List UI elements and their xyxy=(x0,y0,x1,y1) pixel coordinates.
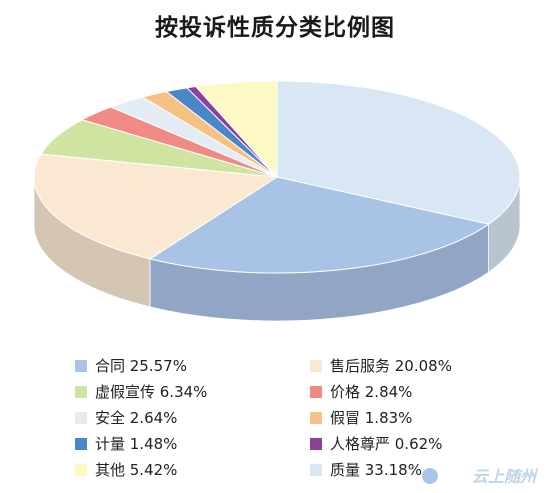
legend-swatch xyxy=(310,386,322,398)
pie-slice-售后服务 xyxy=(33,153,279,260)
legend-swatch xyxy=(310,438,322,450)
legend-label: 质量 33.18% xyxy=(330,461,422,479)
legend-swatch xyxy=(310,412,322,424)
pie-top xyxy=(33,80,521,274)
legend-swatch xyxy=(75,386,87,398)
legend-swatch xyxy=(75,360,87,372)
legend-label: 合同 25.57% xyxy=(95,357,187,375)
legend-label: 安全 2.64% xyxy=(95,409,178,427)
pie-sides xyxy=(33,176,521,322)
legend-label: 价格 2.84% xyxy=(330,383,413,401)
legend-swatch xyxy=(310,360,322,372)
watermark: 云上随州 xyxy=(471,467,536,486)
pie-slice-质量 xyxy=(276,80,521,225)
pie-slice-其他 xyxy=(194,80,278,179)
legend-swatch xyxy=(75,412,87,424)
legend-swatch xyxy=(75,438,87,450)
watermark-icon xyxy=(422,468,438,484)
pie-slice-合同 xyxy=(148,176,490,274)
legend-label: 售后服务 20.08% xyxy=(330,357,452,375)
legend-label: 计量 1.48% xyxy=(95,435,178,453)
legend-label: 虚假宣传 6.34% xyxy=(95,383,208,401)
legend-label: 其他 5.42% xyxy=(95,461,178,479)
chart-title: 按投诉性质分类比例图 xyxy=(155,14,395,41)
legend-label: 人格尊严 0.62% xyxy=(330,435,443,453)
legend-swatch xyxy=(75,464,87,476)
legend-label: 假冒 1.83% xyxy=(330,409,413,427)
legend-swatch xyxy=(310,464,322,476)
